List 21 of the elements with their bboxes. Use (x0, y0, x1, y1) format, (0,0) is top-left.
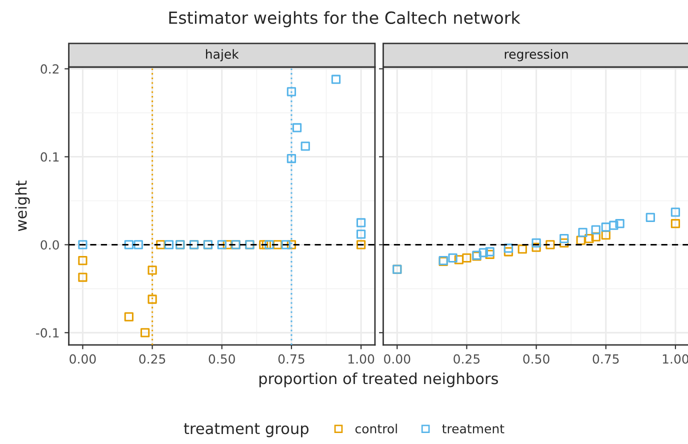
x-tick-label: 0.75 (592, 354, 619, 364)
x-tick-label: 1.00 (348, 354, 374, 364)
x-tick-label: 0.25 (454, 354, 480, 364)
x-tick-label: 0.75 (278, 354, 304, 364)
y-tick-label: 0.1 (40, 152, 59, 162)
chart-subtitle: hajek (206, 49, 239, 62)
x-tick-label: 0.00 (384, 354, 410, 364)
x-tick-label: 0.00 (70, 354, 96, 364)
x-axis-title: proportion of treated neighbors (259, 372, 498, 388)
y-tick-label: 0.2 (40, 64, 59, 74)
x-tick-label: 0.50 (523, 354, 550, 364)
legend-label: treatment (442, 424, 504, 434)
legend-label: control (355, 424, 397, 434)
y-axis-title: weight (15, 180, 30, 232)
y-tick-label: 0.0 (40, 240, 59, 250)
y-tick-label: -0.1 (36, 328, 59, 338)
legend-title: treatment group (184, 423, 308, 438)
chart-subtitle: regression (504, 49, 568, 62)
x-tick-label: 0.25 (139, 354, 166, 364)
chart-title: Estimator weights for the Caltech network (169, 11, 520, 28)
x-tick-label: 0.50 (208, 354, 235, 364)
